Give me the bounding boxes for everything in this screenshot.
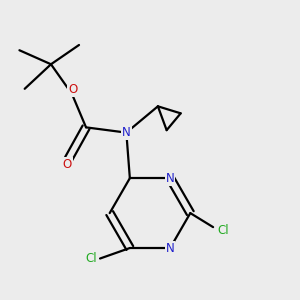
Text: O: O (63, 158, 72, 171)
Text: O: O (68, 83, 78, 96)
Text: Cl: Cl (85, 252, 97, 265)
Text: N: N (166, 172, 175, 185)
Text: N: N (122, 126, 131, 139)
Text: Cl: Cl (217, 224, 229, 237)
Text: N: N (166, 242, 175, 254)
